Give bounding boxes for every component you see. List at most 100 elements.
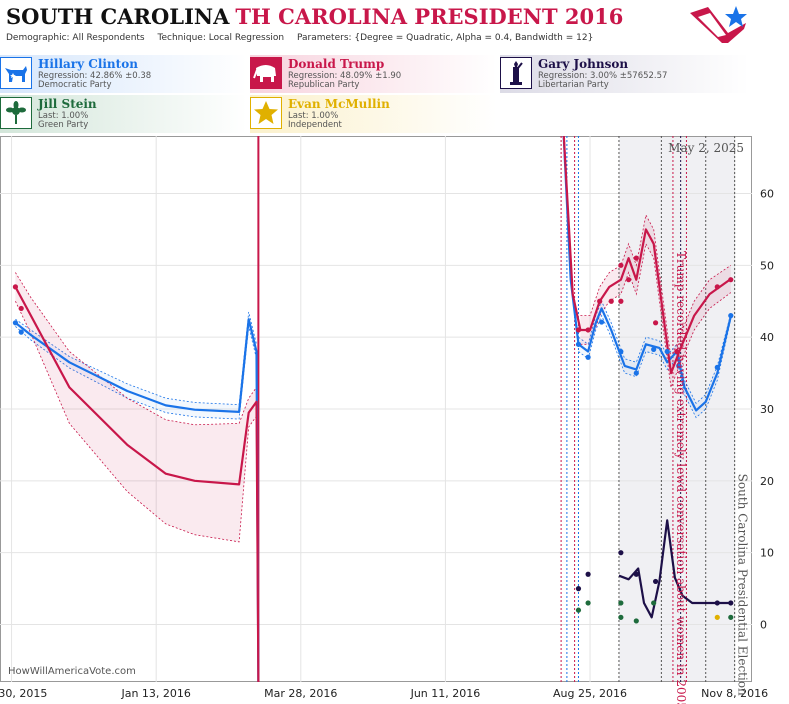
jill-stein-poll-point xyxy=(633,618,639,624)
chart-title: SOUTH CAROLINA TH CAROLINA PRESIDENT 2016 xyxy=(6,4,623,29)
y-tick-label: 10 xyxy=(760,547,774,560)
donald-trump-poll-point xyxy=(714,284,720,290)
donald-trump-poll-point xyxy=(575,327,582,333)
y-tick-label: 0 xyxy=(760,619,767,632)
donald-trump-lower-bound xyxy=(15,301,257,543)
x-tick-label: Oct 30, 2015 xyxy=(0,687,47,700)
x-tick-label: Aug 25, 2016 xyxy=(553,687,627,700)
elephant-icon xyxy=(250,57,282,89)
hillary-clinton-poll-point xyxy=(585,354,591,360)
hillary-clinton-poll-point xyxy=(676,363,682,369)
candidate-party: Green Party xyxy=(38,120,89,130)
y-tick-label: 30 xyxy=(760,403,774,416)
donald-trump-upper-bound xyxy=(15,272,257,426)
hillary-clinton-poll-point xyxy=(18,329,24,335)
watermark: HowWillAmericaVote.com xyxy=(8,666,136,677)
hillary-clinton-poll-point xyxy=(599,319,605,325)
hillary-clinton-poll-point xyxy=(12,320,19,326)
x-tick-label: Nov 8, 2016 xyxy=(701,687,768,700)
hillary-clinton-upper-bound xyxy=(578,300,732,404)
hillary-clinton-trend-line xyxy=(14,318,260,683)
parameters-line: Demographic: All Respondents Technique: … xyxy=(6,33,603,43)
donald-trump-poll-point xyxy=(674,348,680,355)
gary-johnson-poll-point xyxy=(652,578,659,585)
date-label: May 2, 2025 xyxy=(668,141,744,155)
legend-trump: Donald Trump Regression: 48.09% ±1.90 Re… xyxy=(250,55,497,93)
hillary-clinton-confidence-band xyxy=(15,312,257,420)
green-flower-icon xyxy=(0,97,32,129)
candidate-name: Donald Trump xyxy=(288,57,385,71)
donald-trump-confidence-band xyxy=(580,215,731,388)
demographic-label: Demographic: All Respondents xyxy=(6,33,145,43)
evan-mcmullin-poll-point xyxy=(714,614,720,620)
y-tick-label: 20 xyxy=(760,475,774,488)
technique-label: Technique: Local Regression xyxy=(157,33,285,43)
candidate-name: Evan McMullin xyxy=(288,97,390,111)
star-icon xyxy=(250,97,282,129)
donald-trump-poll-point xyxy=(585,327,591,333)
donald-trump-poll-point xyxy=(618,298,624,304)
hillary-clinton-poll-point xyxy=(575,341,582,347)
donkey-icon xyxy=(0,57,32,89)
donald-trump-confidence-band xyxy=(15,272,257,542)
donald-trump-poll-point xyxy=(12,284,19,290)
donald-trump-poll-point xyxy=(728,277,734,283)
y-tick-label: 60 xyxy=(760,187,774,200)
donald-trump-poll-point xyxy=(597,298,603,304)
donald-trump-poll-point xyxy=(633,255,639,261)
hillary-clinton-lower-bound xyxy=(15,326,257,420)
candidate-party: Independent xyxy=(288,120,342,130)
jill-stein-poll-point xyxy=(575,607,582,613)
candidate-stat: Last: 1.00% xyxy=(38,111,89,121)
gary-johnson-poll-point xyxy=(575,586,582,592)
legend-mcmullin: Evan McMullin Last: 1.00% Independent xyxy=(250,95,497,133)
title-state: SOUTH CAROLINA xyxy=(6,4,230,29)
gary-johnson-trend-line xyxy=(618,519,731,619)
x-tick-label: Jan 13, 2016 xyxy=(120,687,190,700)
hillary-clinton-poll-point xyxy=(714,364,720,370)
candidate-name: Gary Johnson xyxy=(538,57,629,71)
candidate-name: Hillary Clinton xyxy=(38,57,138,71)
candidate-party: Libertarian Party xyxy=(538,80,609,90)
candidate-name: Jill Stein xyxy=(38,97,97,111)
hillary-clinton-poll-point xyxy=(664,348,670,355)
hillary-clinton-poll-point xyxy=(651,346,657,352)
candidate-stat: Regression: 48.09% ±1.90 xyxy=(288,71,402,81)
donald-trump-poll-point xyxy=(652,320,659,326)
gary-johnson-poll-point xyxy=(714,600,720,606)
jill-stein-poll-point xyxy=(728,614,734,620)
hillary-clinton-poll-point xyxy=(728,313,734,319)
hillary-clinton-lower-bound xyxy=(578,314,732,419)
hillary-clinton-trend-line xyxy=(562,136,732,412)
candidate-stat: Regression: 42.86% ±0.38 xyxy=(38,71,152,81)
gary-johnson-poll-point xyxy=(728,600,734,606)
y-tick-label: 50 xyxy=(760,259,774,272)
legend-johnson: Gary Johnson Regression: 3.00% ±57652.57… xyxy=(500,55,749,93)
liberty-statue-icon xyxy=(500,57,532,89)
jill-stein-poll-point xyxy=(585,600,591,606)
hillary-clinton-poll-point xyxy=(618,348,624,355)
hillary-clinton-poll-point xyxy=(633,370,639,376)
donald-trump-poll-point xyxy=(618,262,624,268)
gary-johnson-poll-point xyxy=(633,571,639,577)
candidate-party: Democratic Party xyxy=(38,80,112,90)
donald-trump-poll-point xyxy=(18,305,24,312)
jill-stein-poll-point xyxy=(618,614,624,620)
legend-stein: Jill Stein Last: 1.00% Green Party xyxy=(0,95,247,133)
jill-stein-poll-point xyxy=(618,600,624,606)
gary-johnson-poll-point xyxy=(618,550,624,556)
site-logo xyxy=(690,6,747,43)
title-race: TH CAROLINA PRESIDENT 2016 xyxy=(235,4,624,29)
legend-clinton: Hillary Clinton Regression: 42.86% ±0.38… xyxy=(0,55,247,93)
candidate-stat: Last: 1.00% xyxy=(288,111,339,121)
donald-trump-poll-point xyxy=(625,277,632,283)
election-annotation: South Carolina Presidential Election xyxy=(736,474,750,696)
poll-chart: Oct 30, 2015 Jan 13, 2016 Mar 28, 2016 Jun … xyxy=(0,136,774,704)
y-tick-label: 40 xyxy=(760,331,774,344)
x-tick-label: Jun 11, 2016 xyxy=(410,687,481,700)
candidate-stat: Regression: 3.00% ±57652.57 xyxy=(538,71,668,81)
candidate-party: Republican Party xyxy=(288,80,360,90)
x-tick-label: Mar 28, 2016 xyxy=(264,687,337,700)
donald-trump-upper-bound xyxy=(580,213,732,359)
parameters-label: Parameters: {Degree = Quadratic, Alpha =… xyxy=(297,33,594,43)
